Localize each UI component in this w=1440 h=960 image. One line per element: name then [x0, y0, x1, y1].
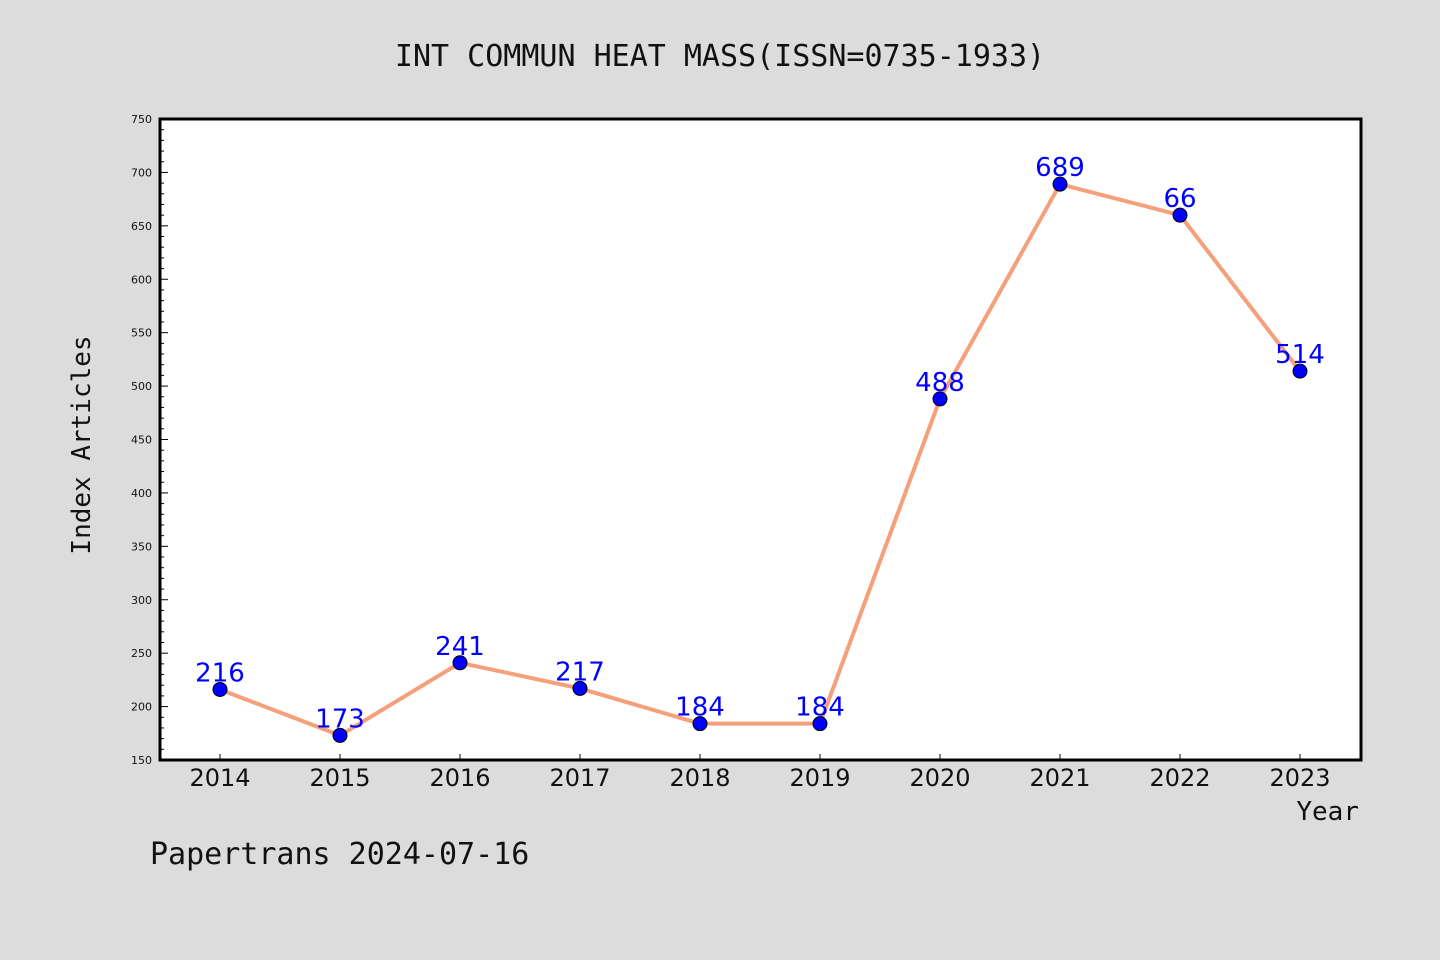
y-tick-label: 300 — [131, 594, 152, 607]
y-tick-label: 400 — [131, 487, 152, 500]
x-tick-label: 2017 — [549, 764, 610, 792]
y-tick-label: 200 — [131, 701, 152, 714]
data-label: 217 — [555, 657, 605, 687]
x-tick-label: 2020 — [909, 764, 970, 792]
y-tick-label: 600 — [131, 273, 152, 286]
data-labels: 216 173 241 217 184 184 488 689 66 514 — [195, 153, 1325, 734]
y-tick-label: 650 — [131, 220, 152, 233]
series-line-group — [219, 182, 1302, 738]
x-axis-label: Year — [1296, 797, 1359, 827]
data-label: 241 — [435, 632, 485, 662]
data-point-marker — [1172, 207, 1188, 223]
y-tick-label: 750 — [131, 113, 152, 126]
y-tick-label: 500 — [131, 380, 152, 393]
data-point-marker — [812, 716, 828, 732]
data-label: 66 — [1163, 184, 1196, 214]
chart-title: INT COMMUN HEAT MASS(ISSN=0735-1933) — [395, 39, 1045, 74]
data-label: 184 — [675, 693, 725, 723]
y-tick-label: 150 — [131, 754, 152, 767]
y-tick-label: 250 — [131, 647, 152, 660]
data-point-marker — [212, 681, 228, 697]
x-tick-label: 2014 — [189, 764, 250, 792]
y-axis-ticks: 150 200 250 300 350 400 450 500 550 600 650 700 750 — [131, 113, 168, 767]
y-tick-label: 450 — [131, 434, 152, 447]
x-tick-label: 2016 — [429, 764, 490, 792]
data-label: 184 — [795, 693, 845, 723]
data-markers — [212, 176, 1308, 743]
y-tick-label: 550 — [131, 327, 152, 340]
x-tick-label: 2023 — [1269, 764, 1330, 792]
data-point-marker — [1052, 176, 1068, 192]
x-tick-label: 2021 — [1029, 764, 1090, 792]
x-tick-label: 2015 — [309, 764, 370, 792]
y-tick-label: 350 — [131, 540, 152, 553]
data-label: 173 — [315, 704, 365, 734]
x-axis-ticks: 2014 2015 2016 2017 2018 2019 2020 2021 2022 2023 — [189, 754, 1331, 792]
data-point-marker — [452, 655, 468, 671]
series-line — [219, 182, 1302, 738]
data-label: 514 — [1275, 340, 1325, 370]
x-tick-label: 2022 — [1149, 764, 1210, 792]
data-point-marker — [572, 680, 588, 696]
data-point-marker — [932, 391, 948, 407]
x-tick-label: 2018 — [669, 764, 730, 792]
data-point-marker — [332, 727, 348, 743]
plot-area — [158, 117, 1363, 762]
data-point-marker — [692, 716, 708, 732]
footer-source: Papertrans 2024-07-16 — [150, 837, 529, 872]
y-axis-label: Index Articles — [67, 335, 97, 554]
x-tick-label: 2019 — [789, 764, 850, 792]
data-label: 689 — [1035, 153, 1085, 183]
y-tick-label: 700 — [131, 166, 152, 179]
data-label: 488 — [915, 368, 965, 398]
data-label: 216 — [195, 658, 245, 688]
data-point-marker — [1292, 363, 1308, 379]
